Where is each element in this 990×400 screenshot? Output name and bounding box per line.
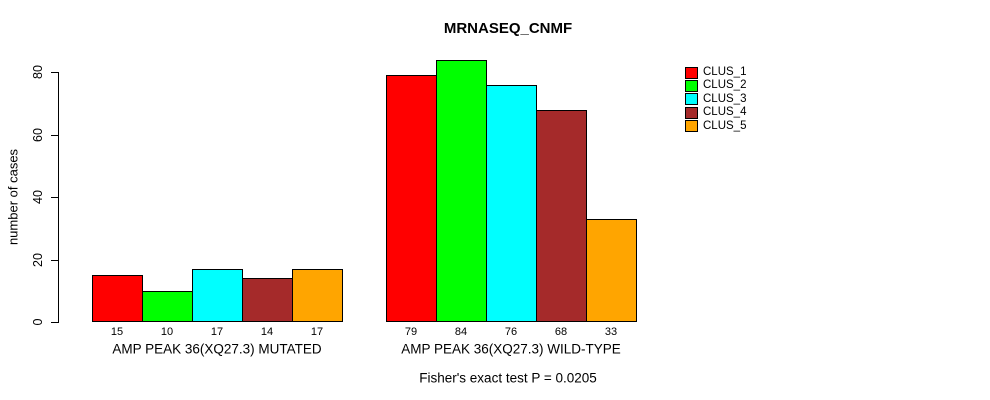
legend-item: CLUS_1 [685, 66, 746, 79]
category-label: AMP PEAK 36(XQ27.3) MUTATED [112, 341, 322, 357]
legend-label: CLUS_3 [703, 92, 747, 105]
y-axis-tick-label: 40 [31, 190, 45, 204]
legend: CLUS_1 CLUS_2 CLUS_3 CLUS_4 CLUS_5 [685, 66, 746, 133]
legend-color-swatch [685, 106, 698, 119]
legend-item: CLUS_4 [685, 106, 746, 119]
bar [292, 268, 343, 322]
bar-value-label: 15 [110, 326, 124, 338]
bar-value-label: 17 [310, 326, 324, 338]
y-axis-tick [51, 72, 58, 73]
y-axis-tick [51, 197, 58, 198]
legend-label: CLUS_2 [703, 79, 747, 92]
legend-label: CLUS_4 [703, 106, 747, 119]
category-label: AMP PEAK 36(XQ27.3) WILD-TYPE [401, 341, 621, 357]
legend-color-swatch [685, 93, 698, 106]
legend-item: CLUS_2 [685, 79, 747, 93]
legend-color-swatch [685, 66, 698, 79]
bar [386, 75, 437, 322]
bar [536, 109, 587, 322]
pvalue-annotation: Fisher's exact test P = 0.0205 [419, 370, 597, 386]
y-axis-tick [51, 259, 58, 261]
bar-value-label: 68 [554, 326, 568, 338]
y-axis-tick-label: 0 [31, 318, 45, 326]
bar-value-label: 76 [504, 326, 518, 338]
legend-color-swatch [685, 120, 698, 133]
bar-value-label: 17 [210, 326, 224, 338]
y-axis-tick-label: 80 [31, 65, 45, 79]
bar-value-label: 84 [454, 326, 468, 338]
y-axis-tick [51, 322, 58, 323]
bar [142, 290, 193, 322]
y-axis-tick [51, 134, 58, 136]
legend-label: CLUS_5 [703, 119, 747, 132]
legend-label: CLUS_1 [703, 65, 747, 78]
y-axis-line [58, 72, 59, 323]
bar [486, 84, 537, 322]
bar-value-label: 14 [260, 326, 274, 338]
y-axis-label: number of cases [5, 148, 21, 246]
y-axis-tick-label: 60 [31, 127, 45, 142]
chart-title: MRNASEQ_CNMF [443, 20, 573, 37]
bar-value-label: 79 [404, 326, 418, 338]
bar [436, 59, 487, 322]
bar [192, 268, 243, 322]
legend-color-swatch [685, 80, 698, 93]
bar [92, 275, 143, 322]
legend-item: CLUS_3 [685, 93, 746, 106]
bar-value-label: 10 [160, 326, 174, 338]
bar-value-label: 33 [604, 326, 618, 338]
legend-item: CLUS_5 [685, 120, 746, 133]
bar [586, 218, 637, 322]
y-axis-tick-label: 20 [31, 252, 45, 267]
bar [242, 278, 293, 322]
